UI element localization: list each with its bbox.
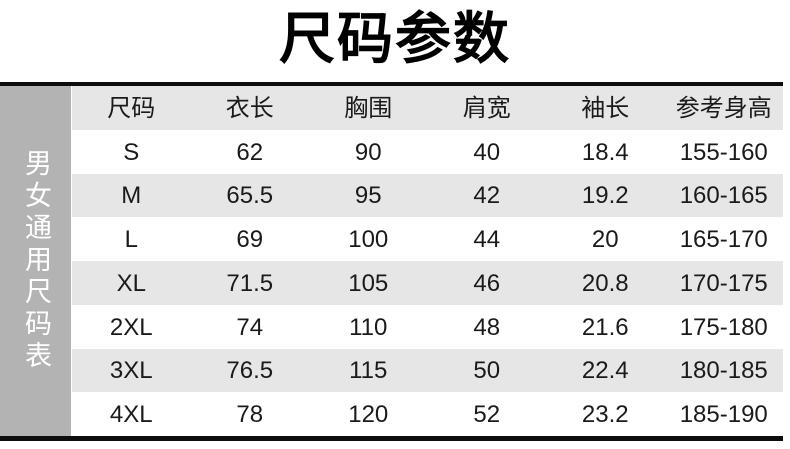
value-cell: 110	[349, 313, 388, 341]
value-cell: 115	[349, 357, 388, 385]
value-cell: 23.2	[581, 401, 629, 429]
size-table: 尺码 衣长 胸围 肩宽 袖长 参考身高 S 62 90 40 18.4 155-160 M 65.5 95…	[72, 86, 783, 436]
value-cell: 120	[348, 401, 389, 429]
value-cell: 175-180	[679, 313, 768, 341]
value-cell: 185-190	[679, 401, 768, 429]
value-cell: 50	[473, 357, 501, 385]
value-cell: 20.8	[581, 269, 629, 297]
sidebar: 男女通用尺码表	[0, 86, 72, 436]
table-row-L: L 69 100 44 20 165-170	[72, 217, 783, 261]
value-cell: 95	[354, 182, 382, 210]
value-cell: 76.5	[226, 357, 274, 385]
column-header-5: 参考身高	[675, 94, 772, 122]
value-cell: 65.5	[226, 182, 274, 210]
value-cell: 160-165	[679, 182, 768, 210]
value-cell: 155-160	[679, 138, 768, 166]
value-cell: 180-185	[679, 357, 768, 385]
value-cell: 105	[348, 269, 389, 297]
value-cell: 62	[236, 138, 264, 166]
table-row-4XL: 4XL 78 120 52 23.2 185-190	[72, 392, 783, 436]
size-label-cell: XL	[116, 269, 146, 297]
value-cell: 46	[473, 269, 501, 297]
table-row-3XL: 3XL 76.5 115 50 22.4 180-185	[72, 348, 783, 393]
table-row-M: M 65.5 95 42 19.2 160-165	[72, 173, 783, 218]
value-cell: 100	[348, 226, 389, 254]
size-chart-panel: 男女通用尺码表 尺码 衣长 胸围 肩宽 袖长 参考身高 S 62 90 40 18.4 155-16…	[0, 82, 783, 441]
value-cell: 20	[591, 226, 619, 254]
value-cell: 40	[473, 138, 501, 166]
size-label-cell: 3XL	[109, 357, 153, 385]
size-label-cell: L	[124, 226, 138, 254]
table-row-2XL: 2XL 74 110 48 21.6 175-180	[72, 304, 783, 349]
value-cell: 78	[236, 401, 264, 429]
size-label-cell: S	[123, 138, 140, 166]
value-cell: 19.2	[581, 182, 629, 210]
value-cell: 21.6	[581, 313, 629, 341]
value-cell: 18.4	[581, 138, 629, 166]
size-label-cell: M	[121, 182, 142, 210]
value-cell: 165-170	[679, 226, 768, 254]
table-row-S: S 62 90 40 18.4 155-160	[72, 129, 783, 174]
sidebar-vertical-label: 男女通用尺码表	[21, 149, 51, 373]
column-header-2: 胸围	[344, 94, 393, 122]
column-header-1: 衣长	[225, 94, 274, 122]
value-cell: 71.5	[226, 269, 274, 297]
table-header-row: 尺码 衣长 胸围 肩宽 袖长 参考身高	[72, 86, 783, 130]
value-cell: 69	[236, 226, 264, 254]
value-cell: 74	[236, 313, 264, 341]
value-cell: 44	[473, 226, 501, 254]
table-row-XL: XL 71.5 105 46 20.8 170-175	[72, 261, 783, 305]
value-cell: 48	[473, 313, 501, 341]
size-label-cell: 2XL	[109, 313, 153, 341]
value-cell: 42	[473, 182, 501, 210]
value-cell: 52	[473, 401, 501, 429]
column-header-3: 肩宽	[462, 94, 511, 122]
page-title: 尺码参数	[279, 7, 511, 70]
column-header-4: 袖长	[581, 94, 630, 122]
column-header-0: 尺码	[107, 94, 156, 122]
value-cell: 22.4	[581, 357, 629, 385]
value-cell: 170-175	[679, 269, 768, 297]
value-cell: 90	[354, 138, 382, 166]
size-label-cell: 4XL	[109, 401, 153, 429]
